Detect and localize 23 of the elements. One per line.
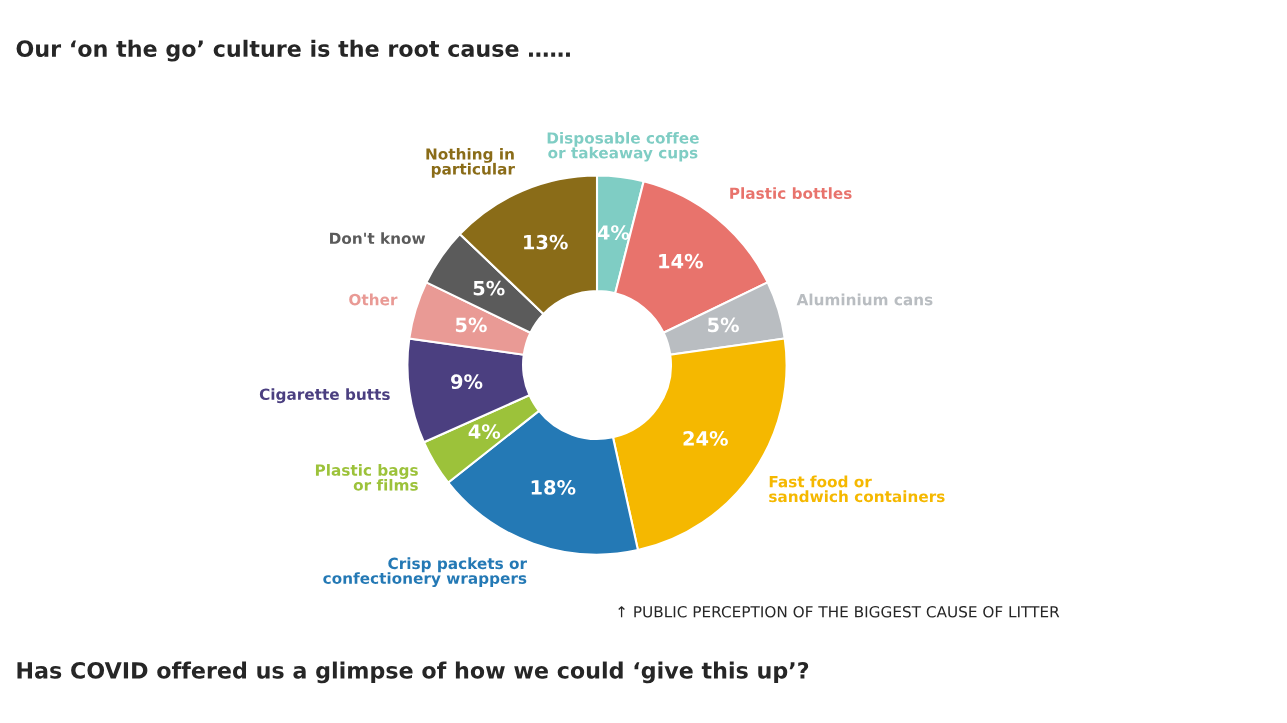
data-label: 24% — [683, 431, 728, 446]
data-label: 5% — [455, 317, 487, 333]
chart-title: Our ‘on the go’ culture is the root cause …… — [16, 39, 570, 62]
data-label: 4% — [597, 225, 630, 240]
slice-label: Cigarette butts — [259, 388, 390, 404]
slice-label: Disposable coffee or takeaway cups — [547, 131, 699, 162]
data-label: 9% — [451, 374, 483, 390]
slice-label: Crisp packets or confectionery wrappers — [323, 557, 527, 588]
data-label: 13% — [524, 234, 568, 250]
slice-label: Don't know — [330, 232, 426, 245]
text: Has COVID offered us a glimpse of how we could ‘give this up’? — [17, 661, 809, 684]
slice-label: Other — [349, 293, 398, 306]
data-label: 5% — [473, 280, 505, 296]
slice-label: Plastic bottles — [730, 187, 852, 200]
data-label: 4% — [468, 424, 501, 439]
slice-label: Fast food or sandwich containers — [769, 475, 945, 503]
slice-label: Aluminium cans — [796, 293, 933, 306]
text: ↑ PUBLIC PERCEPTION OF THE BIGGEST CAUSE OF LITTER — [618, 605, 1060, 618]
data-label: 5% — [708, 317, 739, 333]
slice-label: Nothing in particular — [426, 147, 515, 178]
data-label: 14% — [659, 253, 703, 269]
slice-label: Plastic bags or films — [315, 464, 418, 491]
data-label: 18% — [531, 480, 576, 495]
